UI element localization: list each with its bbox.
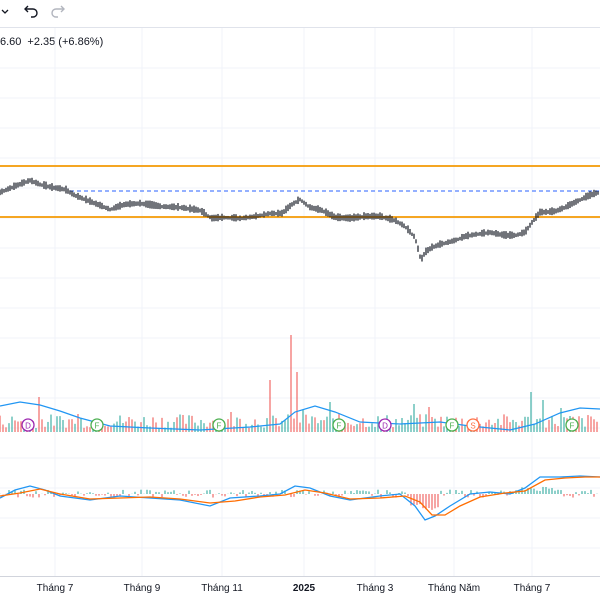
event-marker-f[interactable]: F (332, 418, 346, 432)
event-marker-circle (378, 418, 392, 432)
event-marker-f[interactable]: F (565, 418, 579, 432)
event-marker-d[interactable]: D (21, 418, 35, 432)
event-marker-f[interactable]: F (445, 418, 459, 432)
event-marker-label: S (470, 422, 475, 431)
event-marker-circle (212, 418, 226, 432)
event-marker-label: F (217, 422, 222, 431)
legend-price: 6.60 (0, 36, 22, 48)
redo-button[interactable] (47, 3, 69, 23)
legend-change: +2.35 (+6.86%) (27, 36, 104, 48)
event-marker-s[interactable]: S (466, 418, 480, 432)
event-marker-label: F (95, 422, 100, 431)
price-pane (0, 165, 600, 262)
price-legend: 6.60 +2.35 (+6.86%) (0, 35, 103, 49)
event-marker-f[interactable]: F (212, 418, 226, 432)
x-label-0: Tháng 7 (36, 583, 74, 594)
event-marker-label: F (337, 422, 342, 431)
event-marker-circle (466, 418, 480, 432)
x-label-2: Tháng 11 (201, 583, 243, 594)
undo-icon (23, 4, 39, 23)
time-axis[interactable]: Tháng 7 Tháng 9 Tháng 11 2025 Tháng 3 Th… (0, 576, 600, 601)
redo-icon (50, 4, 66, 23)
event-marker-circle (332, 418, 346, 432)
grid (0, 28, 600, 576)
event-marker-label: F (450, 422, 455, 431)
event-marker-label: D (25, 422, 31, 431)
event-marker-label: D (382, 422, 388, 431)
macd-line (0, 475, 600, 521)
event-marker-circle (445, 418, 459, 432)
signal-line (0, 476, 600, 516)
x-label-4: Tháng 3 (356, 583, 394, 594)
event-marker-d[interactable]: D (378, 418, 392, 432)
event-marker-circle (21, 418, 35, 432)
volume-bars (0, 335, 598, 432)
top-toolbar (0, 0, 600, 28)
x-label-6: Tháng 7 (513, 583, 551, 594)
x-label-5: Tháng Năm (427, 583, 481, 594)
dropdown-button[interactable] (0, 3, 16, 23)
x-label-3: 2025 (292, 583, 316, 594)
volume-ma-line (0, 401, 600, 431)
event-marker-circle (565, 418, 579, 432)
price-series (0, 177, 599, 262)
event-marker-f[interactable]: F (90, 418, 104, 432)
undo-button[interactable] (20, 3, 42, 23)
x-label-1: Tháng 9 (123, 583, 161, 594)
macd-pane (0, 475, 600, 521)
event-marker-circle (90, 418, 104, 432)
event-marker-label: F (570, 422, 575, 431)
chevron-down-icon (0, 4, 10, 22)
